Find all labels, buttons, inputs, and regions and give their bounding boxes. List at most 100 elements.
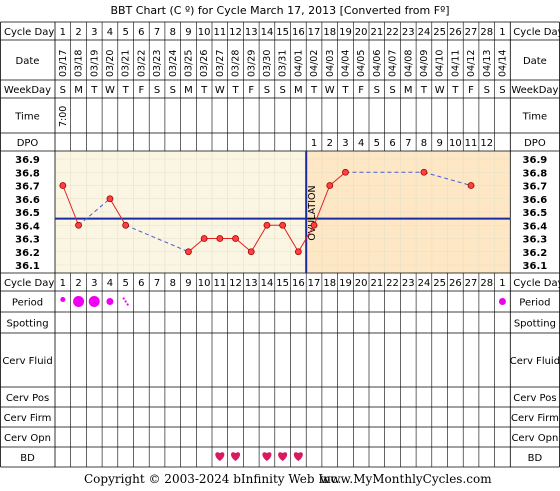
date-label: 04/02 <box>309 50 320 77</box>
date-label: 04/04 <box>340 50 351 77</box>
row-label-bd: BD <box>20 453 35 464</box>
temp-line-segment <box>188 238 205 253</box>
weekday-label: S <box>154 85 160 96</box>
date-label: 04/13 <box>482 50 493 77</box>
row-label-period: Period <box>12 298 43 309</box>
temp-tick-label-right: 36.1 <box>523 261 548 272</box>
temp-tick-label-right: 36.5 <box>523 208 548 219</box>
temp-tick-label: 36.5 <box>15 208 40 219</box>
date-label: 03/19 <box>89 50 100 77</box>
cycle-day-number: 1 <box>499 27 505 38</box>
row-label-time: Time <box>14 112 39 123</box>
row-label-right-period: Period <box>519 298 550 309</box>
bd-heart-icon <box>293 452 303 461</box>
cycle-day-number: 6 <box>138 27 144 38</box>
dpo-number: 2 <box>327 138 333 149</box>
temp-point <box>342 168 349 176</box>
cycle-day-number: 26 <box>449 27 462 38</box>
cycle-day-number-bottom: 9 <box>185 278 191 289</box>
weekday-label: W <box>325 85 335 96</box>
weekday-label: S <box>279 85 285 96</box>
dpo-number: 11 <box>465 138 478 149</box>
date-label: 04/10 <box>435 50 446 77</box>
ovulation-label: OVULATION <box>307 185 318 240</box>
cycle-day-number-bottom: 7 <box>154 278 160 289</box>
weekday-label: T <box>310 85 318 96</box>
weekday-label: F <box>468 85 474 96</box>
temp-point <box>310 221 318 229</box>
dpo-number: 6 <box>389 138 395 149</box>
spotting-dot <box>122 297 125 300</box>
date-label: 04/08 <box>403 50 414 77</box>
temp-line-segment <box>109 198 127 226</box>
date-label: 03/22 <box>136 50 147 77</box>
date-label: 04/01 <box>293 50 304 77</box>
date-label: 03/23 <box>152 50 163 77</box>
weekday-label: F <box>248 85 254 96</box>
weekday-label: S <box>499 85 505 96</box>
date-label: 04/03 <box>325 50 336 77</box>
cycle-day-number: 22 <box>386 27 399 38</box>
row-label-cycle-day: Cycle Day <box>4 27 54 38</box>
temp-line-segment <box>62 185 80 226</box>
row-label-right-bd: BD <box>528 453 543 464</box>
cycle-day-number: 19 <box>339 27 352 38</box>
cycle-day-number: 14 <box>261 27 274 38</box>
weekday-label: M <box>74 85 83 96</box>
temp-tick-label-right: 36.4 <box>523 221 548 232</box>
temp-tick-label-right: 36.7 <box>523 182 548 193</box>
dpo-number: 1 <box>311 138 317 149</box>
temp-line-gap <box>423 171 472 186</box>
cycle-day-number-bottom: 3 <box>91 278 97 289</box>
temp-point <box>467 182 475 189</box>
cycle-day-number-bottom: 25 <box>433 278 446 289</box>
temp-point <box>263 221 271 229</box>
date-label: 03/21 <box>121 50 132 77</box>
weekday-label: T <box>451 85 459 96</box>
temp-line-segment <box>235 238 252 253</box>
temp-tick-label: 36.1 <box>15 261 40 272</box>
weekday-label: M <box>404 85 413 96</box>
weekday-label: S <box>170 85 176 96</box>
cycle-day-number: 21 <box>370 27 383 38</box>
cycle-day-number-bottom: 17 <box>308 278 321 289</box>
temp-tick-label-right: 36.9 <box>523 155 548 166</box>
temp-line-segment <box>297 224 315 253</box>
temp-point <box>232 235 239 242</box>
period-dot <box>88 296 100 307</box>
chart-title: BBT Chart (C º) for Cycle March 17, 2013… <box>110 4 449 17</box>
dpo-number: 10 <box>449 138 462 149</box>
footer-site[interactable]: www.MyMonthlyCycles.com <box>320 472 492 486</box>
row-label-right-time: Time <box>522 112 547 123</box>
date-label: 03/28 <box>231 50 242 77</box>
cycle-day-number: 1 <box>60 27 66 38</box>
weekday-label: S <box>264 85 270 96</box>
dpo-number: 3 <box>342 138 348 149</box>
cycle-day-number-bottom: 5 <box>122 278 128 289</box>
row-label-weekday: WeekDay <box>4 85 51 96</box>
cycle-day-number-bottom: 6 <box>138 278 144 289</box>
temp-tick-label: 36.3 <box>15 235 40 246</box>
row-label-cerv-fluid: Cerv Fluid <box>2 356 52 367</box>
date-label: 03/25 <box>183 50 194 77</box>
date-label: 04/05 <box>356 50 367 77</box>
cycle-day-number: 5 <box>122 27 128 38</box>
date-label: 04/06 <box>372 50 383 77</box>
date-label: 04/07 <box>388 50 399 77</box>
temp-point <box>216 235 224 242</box>
row-label-right-spotting: Spotting <box>514 319 556 330</box>
weekday-label: T <box>420 85 428 96</box>
date-label: 04/09 <box>419 50 430 77</box>
weekday-label: W <box>435 85 445 96</box>
row-label-dpo: DPO <box>17 138 39 149</box>
row-label-spotting: Spotting <box>6 319 48 330</box>
time-value: 7:00 <box>58 106 69 127</box>
temp-point <box>106 195 114 203</box>
temp-point <box>59 182 67 189</box>
weekday-label: F <box>138 85 144 96</box>
cycle-day-number: 2 <box>75 27 81 38</box>
cycle-day-number: 8 <box>170 27 176 38</box>
cycle-day-number: 13 <box>245 27 258 38</box>
row-label-right-cerv-fluid: Cerv Fluid <box>510 356 560 367</box>
temp-point <box>294 248 302 256</box>
